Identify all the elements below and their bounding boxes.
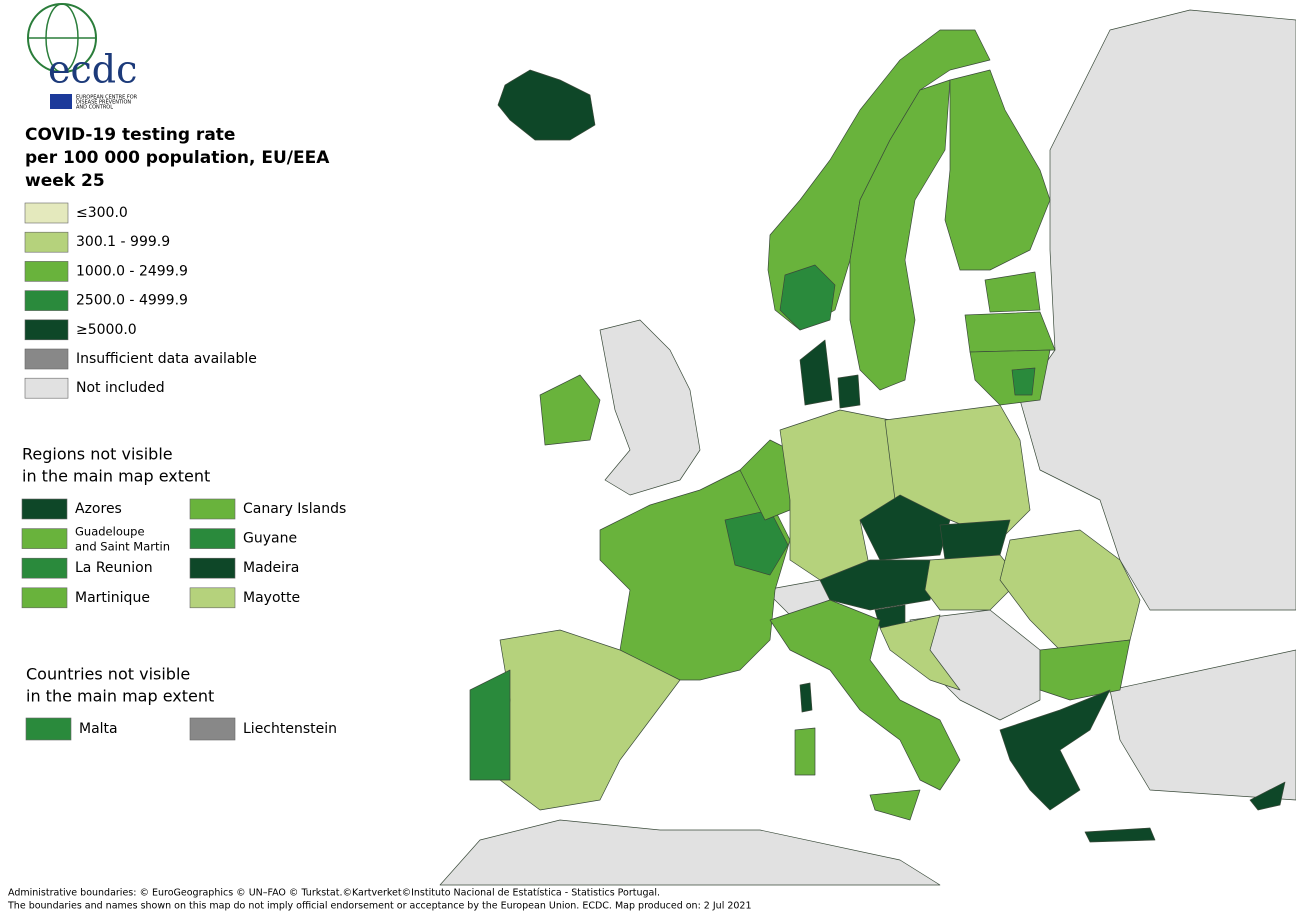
legend-swatch xyxy=(21,528,68,549)
portugal xyxy=(469,669,511,781)
legend-swatch xyxy=(189,587,236,609)
legend-label: ≥5000.0 xyxy=(76,322,137,338)
legend-swatch xyxy=(21,557,68,579)
crete xyxy=(1084,827,1156,843)
legend-swatch xyxy=(189,528,236,549)
legend-swatch xyxy=(24,231,69,253)
section-title: in the main map extent xyxy=(22,467,210,486)
logo-text: ecdc xyxy=(48,48,137,92)
logo: ecdc EUROPEAN CENTRE FOR DISEASE PREVENT… xyxy=(27,3,138,111)
legend-swatch xyxy=(189,557,236,579)
logo-caption: EUROPEAN CENTRE FOR xyxy=(76,95,138,101)
map xyxy=(439,9,1296,886)
not-included xyxy=(599,319,701,496)
not-included xyxy=(439,819,941,886)
ireland xyxy=(539,374,601,446)
section-title: in the main map extent xyxy=(26,687,214,706)
title: COVID-19 testing rate xyxy=(25,125,235,145)
latvia xyxy=(964,311,1056,353)
title: per 100 000 population, EU/EEA xyxy=(25,148,330,168)
legend-label: 2500.0 - 4999.9 xyxy=(76,293,188,309)
sardinia xyxy=(794,727,816,776)
logo-caption: AND CONTROL xyxy=(76,105,113,111)
section-title: Regions not visible xyxy=(22,445,173,464)
legend-label: Guyane xyxy=(243,531,297,547)
italy xyxy=(769,599,961,791)
legend-label: Mayotte xyxy=(243,590,300,606)
greece xyxy=(999,689,1111,811)
legend-swatch xyxy=(189,498,236,520)
footer: Administrative boundaries: © EuroGeograp… xyxy=(8,888,660,899)
legend-swatch xyxy=(21,498,68,520)
legend-label: 1000.0 - 2499.9 xyxy=(76,263,188,279)
footer: The boundaries and names shown on this m… xyxy=(7,901,752,912)
legend-swatch xyxy=(24,261,69,282)
legend-swatch xyxy=(25,717,72,741)
norway-south xyxy=(779,264,836,331)
legend-label: ≤300.0 xyxy=(76,205,128,221)
legend-label: Martinique xyxy=(75,590,150,606)
logo-caption: DISEASE PREVENTION xyxy=(76,100,131,106)
legend-label: Azores xyxy=(75,501,122,517)
finland xyxy=(944,69,1051,271)
legend-swatch xyxy=(24,348,69,370)
lithuania xyxy=(969,349,1051,406)
legend-label: Guadeloupe and Saint Martin xyxy=(75,524,170,553)
bulgaria xyxy=(1039,639,1131,701)
corsica xyxy=(799,682,813,713)
legend-swatch xyxy=(24,319,69,341)
hungary xyxy=(924,554,1021,611)
sicily xyxy=(869,789,921,821)
legend-swatch xyxy=(24,290,69,311)
legend-swatch xyxy=(24,202,69,224)
germany xyxy=(779,409,896,581)
norway xyxy=(767,29,991,331)
legend-label: La Reunion xyxy=(75,560,153,576)
title: week 25 xyxy=(25,171,105,191)
estonia xyxy=(984,271,1041,313)
legend-label: 300.1 - 999.9 xyxy=(76,234,170,250)
legend-label: Insufficient data available xyxy=(76,351,257,367)
sweden xyxy=(849,79,951,391)
denmark-islands xyxy=(837,374,861,409)
legend-swatch xyxy=(189,717,236,741)
not-included xyxy=(1019,9,1296,611)
cyprus xyxy=(1249,781,1286,811)
croatia xyxy=(879,614,961,691)
iceland xyxy=(497,69,596,141)
legend-label: Madeira xyxy=(243,560,299,576)
lithuania-east xyxy=(1011,367,1036,396)
legend-swatch xyxy=(24,377,69,399)
legend-label: Canary Islands xyxy=(243,501,346,517)
legend-label: Not included xyxy=(76,380,165,396)
legend-label: Liechtenstein xyxy=(243,721,337,737)
section-title: Countries not visible xyxy=(26,665,190,684)
eu-flag xyxy=(50,94,72,109)
not-included xyxy=(1109,649,1296,801)
denmark xyxy=(799,339,833,406)
legend-swatch xyxy=(21,587,68,609)
slovakia xyxy=(939,519,1011,561)
legend-label: Malta xyxy=(79,721,118,737)
